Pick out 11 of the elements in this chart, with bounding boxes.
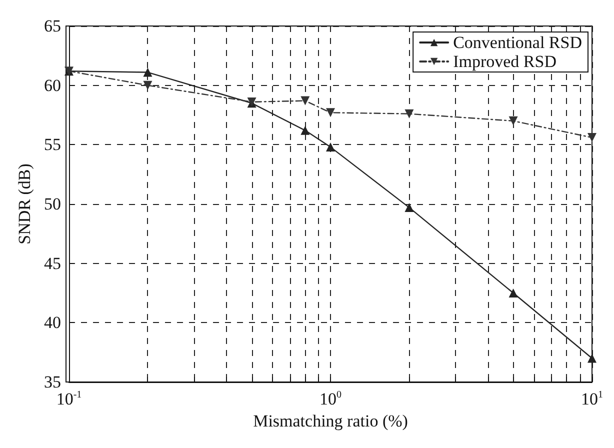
y-tick-label: 65	[44, 16, 61, 36]
y-tick-label: 40	[44, 313, 61, 332]
legend-label: Conventional RSD	[453, 33, 582, 52]
y-tick-label: 55	[44, 135, 61, 154]
y-tick-label: 60	[44, 76, 61, 95]
legend-label: Improved RSD	[453, 52, 556, 71]
x-axis-title: Mismatching ratio (%)	[253, 411, 408, 430]
y-tick-label: 45	[44, 254, 61, 273]
y-tick-label: 35	[44, 372, 61, 392]
y-tick-label: 50	[44, 194, 61, 214]
y-axis-title: SNDR (dB)	[15, 164, 34, 244]
